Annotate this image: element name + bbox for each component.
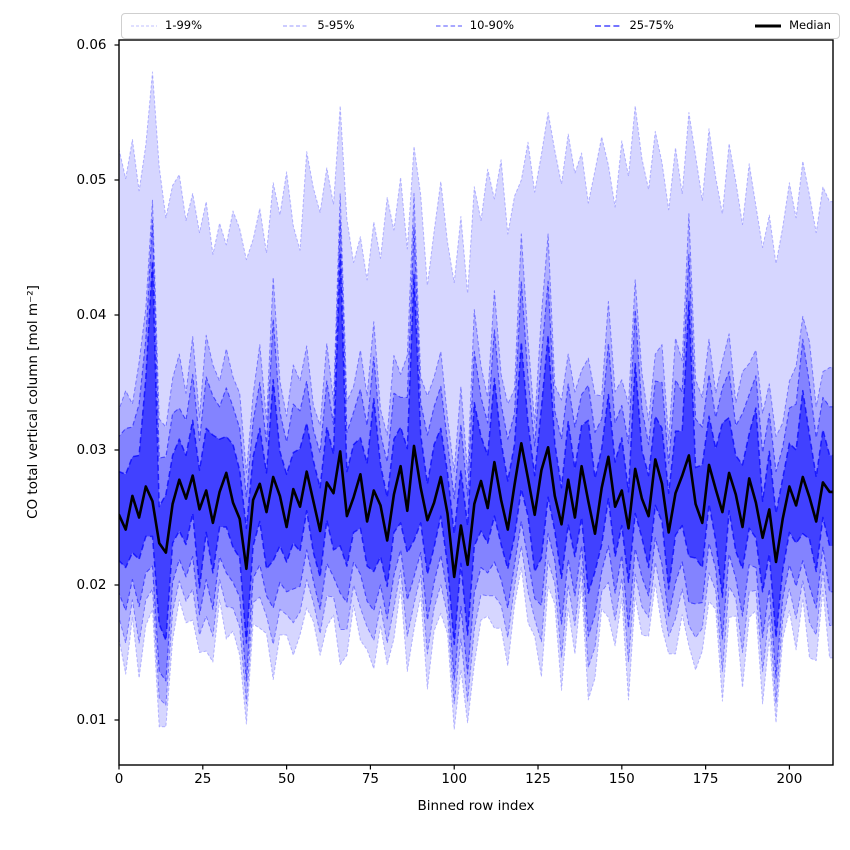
legend-label: 10-90% (469, 18, 515, 33)
legend-entry-25-75: 25-75% (594, 18, 674, 33)
legend-entry-1-99: 1-99% (130, 20, 202, 32)
x-tick-label: 75 (361, 771, 379, 787)
legend-label: 5-95% (317, 18, 355, 33)
legend-entry-10-90: 10-90% (435, 20, 514, 32)
legend-line-icon (131, 25, 157, 27)
y-tick-label: 0.01 (76, 712, 107, 728)
percentile-line-p25 (119, 488, 833, 646)
y-tick-label: 0.04 (76, 307, 107, 323)
x-tick-label: 0 (114, 771, 124, 787)
percentile-line-p75 (119, 253, 833, 535)
band-fill-25-75% (119, 254, 833, 645)
legend: 1-99% 5-95% 10-90% 25-75% Median (121, 13, 840, 39)
percentile-line-p95 (119, 193, 833, 474)
x-tick-label: 100 (441, 771, 468, 787)
legend-line-icon (755, 24, 782, 28)
x-tick-label: 175 (692, 771, 719, 787)
legend-line-icon (283, 25, 310, 27)
percentile-line-p01 (119, 567, 833, 730)
percentile-line-p05 (119, 545, 833, 706)
legend-line-icon (595, 25, 622, 27)
legend-label: 25-75% (629, 18, 674, 33)
x-tick-label: 200 (776, 771, 803, 787)
x-tick-label: 150 (608, 771, 635, 787)
percentile-line-p10 (119, 520, 833, 682)
x-tick-label: 25 (194, 771, 212, 787)
x-tick-label: 125 (525, 771, 551, 787)
legend-line-icon (435, 25, 462, 27)
median-line (119, 442, 833, 579)
axes-spines (118, 39, 834, 766)
x-axis-label: Binned row index (417, 798, 535, 814)
y-tick-label: 0.06 (76, 37, 107, 53)
y-tick-label: 0.05 (76, 172, 107, 188)
legend-label: 1-99% (165, 18, 203, 33)
x-tick-label: 50 (278, 771, 296, 787)
y-tick-label: 0.02 (76, 577, 107, 593)
percentile-line-p90 (119, 219, 833, 500)
legend-label: Median (789, 18, 831, 33)
band-fill-1-99% (119, 72, 833, 730)
percentile-line-p99 (119, 71, 833, 294)
y-axis-label: CO total vertical column [mol m⁻²] (25, 285, 41, 519)
legend-entry-5-95: 5-95% (282, 20, 354, 32)
legend-entry-median: Median (754, 20, 831, 32)
y-tick-label: 0.03 (76, 442, 107, 458)
